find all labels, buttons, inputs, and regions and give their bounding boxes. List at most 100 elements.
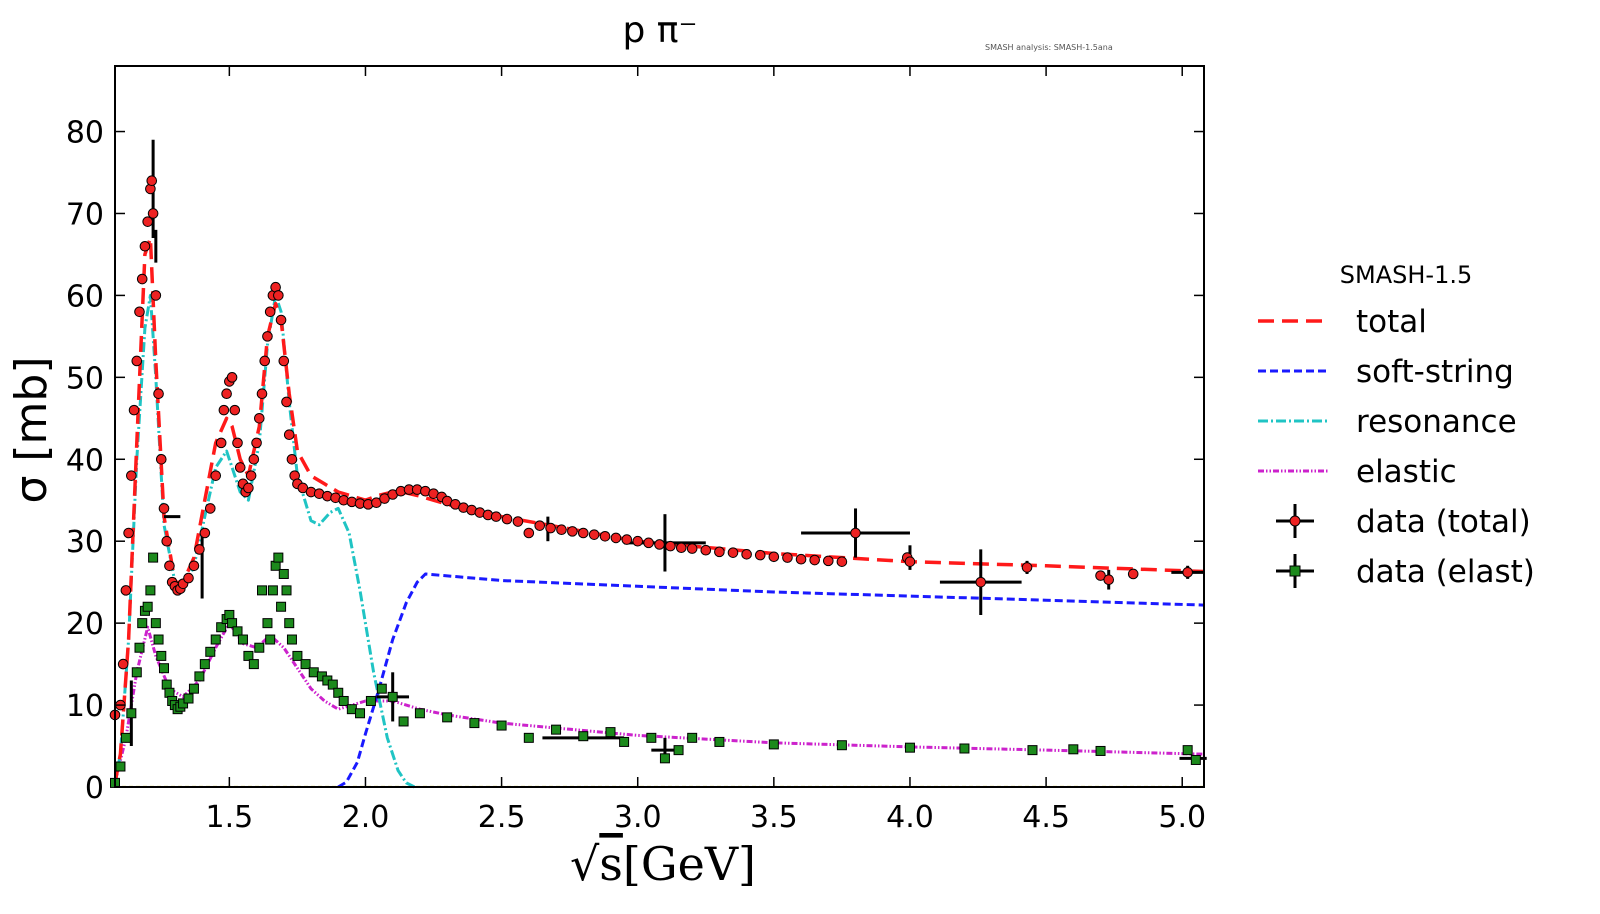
data-point-elast <box>387 691 398 702</box>
data-point-total <box>727 547 739 558</box>
data-point-elast <box>714 736 725 747</box>
series-line-resonance <box>113 293 416 789</box>
data-point-total <box>1182 567 1193 578</box>
x-tick-label: 4.5 <box>1022 800 1070 835</box>
legend-entry-resonance: resonance <box>1258 404 1517 440</box>
data-point-elast <box>673 745 684 756</box>
data-point-elast <box>145 585 156 596</box>
data-point-elast <box>183 693 194 704</box>
data-point-elast <box>161 679 172 690</box>
y-tick-label: 60 <box>66 279 104 314</box>
data-point-total <box>610 532 622 544</box>
data-point-total <box>822 555 834 567</box>
data-point-total <box>164 560 175 572</box>
axes-frame <box>114 65 1205 788</box>
data-point-elast <box>257 585 268 596</box>
data-point-elast <box>768 739 779 750</box>
data-point-elast <box>1027 745 1038 756</box>
data-point-elast <box>284 618 295 629</box>
data-point-total <box>836 556 848 567</box>
legend: SMASH-1.5 total soft-string resonance elast… <box>1258 261 1535 590</box>
legend-label: data (elast) <box>1356 554 1535 590</box>
data-point-elast <box>150 618 161 629</box>
chart-title: p π⁻ <box>623 10 698 51</box>
data-point-total <box>809 554 820 566</box>
data-point-total <box>675 542 687 554</box>
data-point-total <box>286 453 298 465</box>
data-point-total <box>183 572 194 584</box>
data-point-elast <box>267 585 278 596</box>
data-point-elast <box>398 716 409 727</box>
data-point-total <box>243 482 254 494</box>
plot-area <box>109 139 1207 789</box>
data-point-elast <box>1182 745 1193 756</box>
data-point-elast <box>273 552 284 563</box>
data-point-elast <box>659 753 670 764</box>
data-point-elast <box>265 634 276 645</box>
data-point-elast <box>469 718 480 729</box>
data-point-elast <box>442 712 453 723</box>
data-point-elast <box>131 667 142 678</box>
data-point-elast <box>120 732 131 743</box>
data-point-elast <box>232 626 243 637</box>
data-point-total <box>131 355 143 367</box>
y-tick-label: 70 <box>66 197 104 232</box>
data-point-elast <box>376 683 387 694</box>
x-axis-label: √s[GeV] <box>570 837 756 891</box>
data-point-total <box>229 404 241 416</box>
data-point-total <box>142 216 153 227</box>
data-point-total <box>188 560 200 572</box>
data-point-total <box>768 551 780 563</box>
data-point-total <box>245 470 257 481</box>
data-point-total <box>665 540 676 552</box>
data-point-total <box>146 175 158 187</box>
data-point-elast <box>281 585 292 596</box>
data-point-elast <box>254 642 265 653</box>
legend-label: soft-string <box>1356 354 1514 390</box>
legend-marker-circle-icon <box>1289 515 1301 527</box>
data-point-elast <box>836 740 847 751</box>
y-tick-label: 80 <box>66 116 104 151</box>
data-point-total <box>278 355 290 367</box>
x-tick-label: 4.0 <box>886 800 934 835</box>
data-point-total <box>1103 574 1115 586</box>
data-point-total <box>158 503 170 514</box>
data-point-total <box>501 513 513 525</box>
data-point-total <box>577 527 589 539</box>
data-point-total <box>281 396 292 408</box>
data-point-total <box>643 537 654 549</box>
data-point-elast <box>959 743 970 754</box>
data-point-elast <box>1095 745 1106 756</box>
data-point-total <box>199 527 211 539</box>
data-point-elast <box>153 634 164 645</box>
data-point-elast <box>199 659 210 670</box>
data-point-total <box>204 503 216 514</box>
legend-label: resonance <box>1356 404 1517 440</box>
data-point-total <box>161 535 173 547</box>
x-tick-label: 2.5 <box>478 800 526 835</box>
legend-label: elastic <box>1356 454 1457 490</box>
data-point-total <box>139 240 151 252</box>
data-point-elast <box>523 732 534 743</box>
data-point-elast <box>355 708 366 719</box>
data-point-total <box>123 527 134 539</box>
y-tick-label: 10 <box>66 689 104 724</box>
data-point-elast <box>551 724 562 735</box>
data-point-total <box>226 372 238 383</box>
data-point-elast <box>142 601 153 612</box>
data-point-total <box>686 543 698 554</box>
data-point-total <box>975 576 987 588</box>
data-point-total <box>588 529 600 540</box>
x-axis-label-unit: [GeV] <box>623 837 756 891</box>
data-point-total <box>117 658 129 670</box>
data-point-total <box>147 208 159 219</box>
data-point-total <box>253 413 265 424</box>
data-points <box>109 175 1201 788</box>
data-point-total <box>155 453 167 465</box>
legend-label: total <box>1356 304 1427 340</box>
data-point-elast <box>237 634 248 645</box>
data-point-elast <box>262 618 273 629</box>
x-axis-label-variable: s <box>599 837 623 891</box>
data-point-elast <box>227 618 238 629</box>
